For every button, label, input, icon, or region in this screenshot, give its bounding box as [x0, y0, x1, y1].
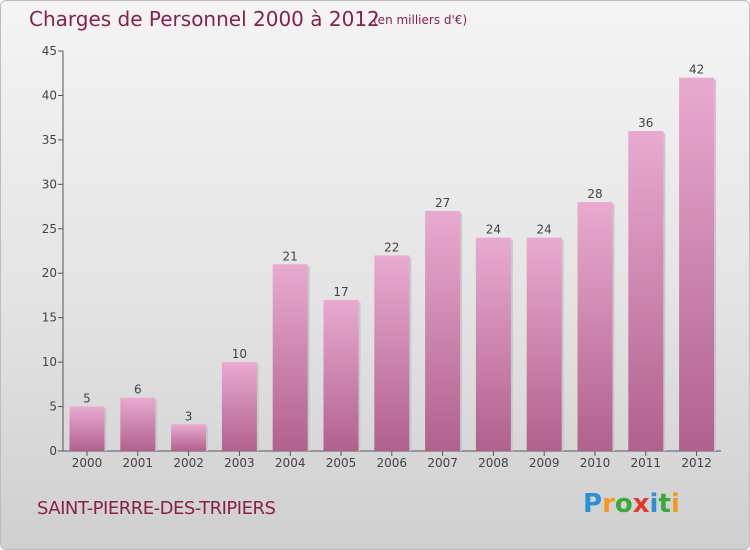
data-label: 27: [435, 196, 450, 210]
data-label: 3: [185, 409, 193, 423]
bar: [628, 131, 664, 451]
data-label: 36: [638, 116, 653, 130]
bar: [475, 237, 511, 451]
x-tick-label: 2000: [72, 456, 103, 470]
data-label: 21: [283, 249, 298, 263]
data-label: 6: [134, 383, 142, 397]
x-tick-label: 2003: [224, 456, 255, 470]
data-label: 10: [232, 347, 247, 361]
bar: [577, 202, 613, 451]
logo-letter: x: [632, 489, 650, 519]
proxiti-logo[interactable]: Proxiti: [583, 489, 680, 519]
x-tick-label: 2009: [529, 456, 560, 470]
chart-title: Charges de Personnel 2000 à 2012: [29, 7, 380, 31]
y-tick-label: 0: [49, 444, 57, 458]
logo-letter: r: [602, 489, 615, 519]
x-tick-label: 2006: [377, 456, 408, 470]
data-label: 24: [537, 223, 552, 237]
y-tick-label: 20: [42, 266, 57, 280]
x-tick-label: 2007: [427, 456, 458, 470]
bar: [221, 362, 257, 451]
bar: [374, 255, 410, 451]
commune-name: SAINT-PIERRE-DES-TRIPIERS: [37, 498, 276, 519]
data-label: 28: [587, 187, 602, 201]
bar: [69, 406, 105, 451]
bar: [272, 264, 308, 451]
logo-letter: i: [649, 489, 659, 519]
data-label: 5: [83, 392, 91, 406]
x-tick-label: 2008: [478, 456, 509, 470]
y-tick-label: 40: [42, 88, 57, 102]
bar: [120, 397, 156, 451]
x-tick-label: 2002: [173, 456, 204, 470]
x-tick-label: 2004: [275, 456, 306, 470]
data-label: 24: [486, 223, 501, 237]
bar: [526, 237, 562, 451]
logo-letter: t: [658, 489, 671, 519]
x-tick-label: 2010: [580, 456, 611, 470]
logo-letter: o: [614, 489, 633, 519]
data-label: 17: [333, 285, 348, 299]
y-tick-label: 35: [42, 133, 57, 147]
data-label: 42: [689, 63, 704, 77]
y-tick-label: 10: [42, 355, 57, 369]
y-tick-label: 25: [42, 222, 57, 236]
y-tick-label: 45: [42, 44, 57, 58]
data-label: 22: [384, 240, 399, 254]
logo-letter: P: [583, 489, 603, 519]
x-tick-label: 2011: [631, 456, 662, 470]
y-tick-label: 30: [42, 177, 57, 191]
bar: [323, 299, 359, 451]
x-tick-label: 2001: [123, 456, 154, 470]
bar: [679, 77, 715, 452]
y-tick-label: 15: [42, 311, 57, 325]
chart-subtitle: (en milliers d'€): [373, 13, 468, 27]
bar: [171, 424, 207, 451]
x-tick-label: 2005: [326, 456, 357, 470]
y-tick-label: 5: [49, 400, 57, 414]
logo-letter: i: [670, 489, 680, 519]
bar: [425, 211, 461, 451]
x-tick-label: 2012: [681, 456, 712, 470]
